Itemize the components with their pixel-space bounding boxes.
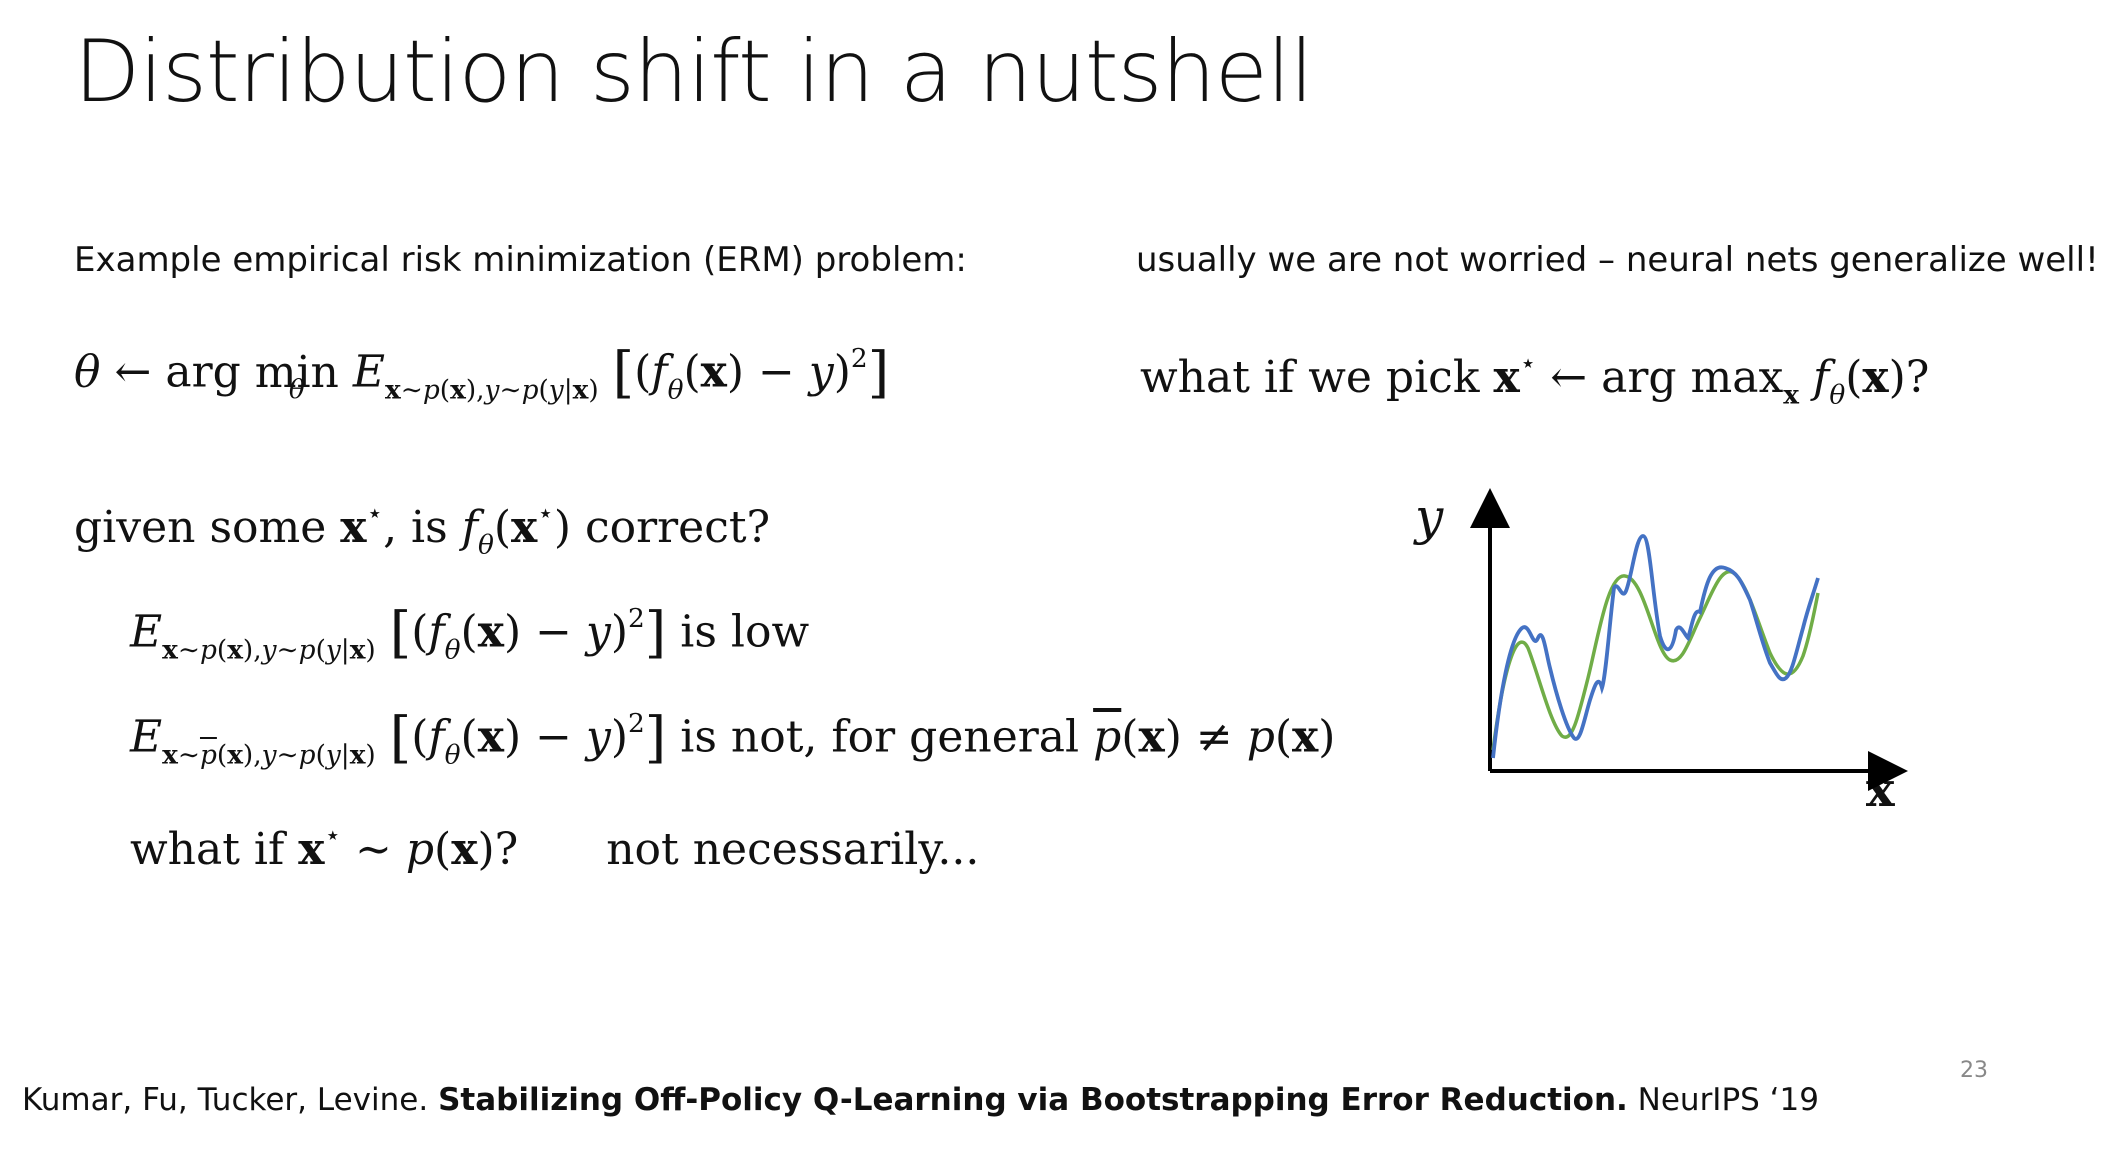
pick-line-prefix: what if we pick: [1140, 351, 1480, 403]
slide-title: Distribution shift in a nutshell: [74, 22, 1314, 122]
page-number: 23: [1960, 1058, 1988, 1083]
citation-authors: Kumar, Fu, Tucker, Levine.: [22, 1082, 429, 1118]
citation-paper-title: Stabilizing Off-Policy Q-Learning via Bo…: [438, 1082, 1628, 1118]
whatif-answer: not necessarily...: [606, 823, 980, 875]
given-prefix: given some: [74, 501, 327, 553]
given-mid: , is: [383, 501, 448, 553]
erm-equation: θ ← arg min θ Ex∼p(x),y∼p(y|x) [(fθ(x) − …: [74, 340, 890, 406]
low-risk-equation: Ex∼p(x),y∼p(y|x) [(fθ(x) − y)2] is low: [130, 600, 810, 666]
whatif-question: what if x⋆ ∼ p(x)? not necessarily...: [130, 820, 980, 875]
shifted-risk-equation: Ex∼p(x),y∼p(y|x) [(fθ(x) − y)2] is not, …: [130, 705, 1336, 771]
not-suffix: is not, for general: [680, 711, 1080, 763]
given-question: given some x⋆, is fθ(x⋆) correct?: [74, 498, 771, 561]
true-function-curve: [1491, 570, 1820, 751]
chart-y-label: y: [1415, 488, 1444, 546]
erm-intro-text: Example empirical risk minimization (ERM…: [74, 240, 967, 280]
citation: Kumar, Fu, Tucker, Levine. Stabilizing O…: [22, 1082, 1819, 1118]
pick-equation: what if we pick x⋆ ← arg maxx fθ(x)?: [1140, 348, 1930, 411]
function-plot: [1470, 488, 1908, 791]
model-fit-curve: [1491, 534, 1820, 759]
whatif-prefix: what if: [130, 823, 285, 875]
given-suffix: correct?: [584, 501, 771, 553]
generalization-note: usually we are not worried – neural nets…: [1136, 240, 2099, 280]
low-suffix: is low: [680, 606, 810, 658]
citation-venue: NeurIPS ‘19: [1637, 1082, 1819, 1118]
